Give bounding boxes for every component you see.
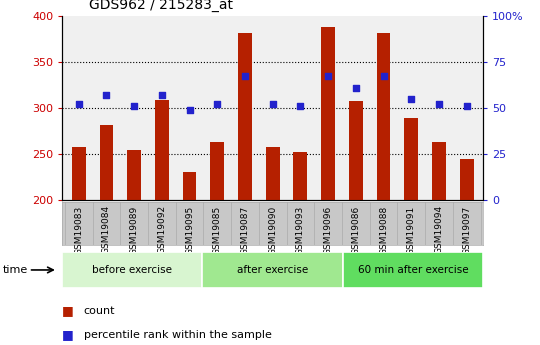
Text: GSM19094: GSM19094 (435, 205, 443, 254)
Bar (404, 118, 418, 200)
Point (130, 103, 138, 109)
Point (102, 92, 111, 98)
Text: GSM19086: GSM19086 (352, 205, 360, 255)
Bar (127, 150, 141, 200)
Text: GSM19087: GSM19087 (240, 205, 249, 255)
Text: ■: ■ (62, 328, 74, 341)
Text: percentile rank within the sample: percentile rank within the sample (84, 330, 272, 339)
Text: count: count (84, 306, 115, 315)
Bar (343, 252, 483, 288)
Bar (211, 142, 224, 200)
Text: GSM19084: GSM19084 (102, 205, 111, 254)
Point (213, 101, 221, 107)
Text: before exercise: before exercise (92, 265, 172, 275)
Bar (202, 252, 343, 288)
Text: GSM19095: GSM19095 (185, 205, 194, 255)
Text: GSM19088: GSM19088 (379, 205, 388, 255)
Point (158, 92, 166, 98)
Bar (460, 159, 474, 200)
Point (462, 103, 471, 109)
Text: GSM19093: GSM19093 (296, 205, 305, 255)
Text: GSM19096: GSM19096 (323, 205, 333, 255)
Bar (238, 33, 252, 200)
Point (241, 74, 249, 79)
Bar (376, 33, 390, 200)
Point (324, 74, 333, 79)
Point (268, 101, 277, 107)
Bar (349, 101, 363, 200)
Text: GSM19092: GSM19092 (157, 205, 166, 254)
Point (407, 96, 416, 101)
Text: after exercise: after exercise (237, 265, 308, 275)
Bar (72, 148, 86, 200)
Text: 60 min after exercise: 60 min after exercise (358, 265, 468, 275)
Bar (432, 142, 446, 200)
Point (185, 107, 194, 112)
Point (296, 103, 305, 109)
Bar (266, 147, 280, 200)
Point (435, 101, 443, 107)
Text: time: time (3, 265, 28, 275)
Text: GDS962 / 215283_at: GDS962 / 215283_at (89, 0, 233, 12)
Text: GSM19085: GSM19085 (213, 205, 222, 255)
Text: GSM19089: GSM19089 (130, 205, 139, 255)
Text: GSM19090: GSM19090 (268, 205, 277, 255)
Point (352, 85, 360, 90)
Bar (99, 125, 113, 200)
Point (379, 74, 388, 79)
Bar (62, 252, 202, 288)
Bar (183, 172, 197, 200)
Bar (155, 99, 169, 200)
Bar (321, 27, 335, 200)
Text: GSM19091: GSM19091 (407, 205, 416, 255)
Point (75, 101, 83, 107)
Text: GSM19083: GSM19083 (74, 205, 83, 255)
Text: ■: ■ (62, 304, 74, 317)
Text: GSM19097: GSM19097 (462, 205, 471, 255)
Bar (293, 152, 307, 200)
